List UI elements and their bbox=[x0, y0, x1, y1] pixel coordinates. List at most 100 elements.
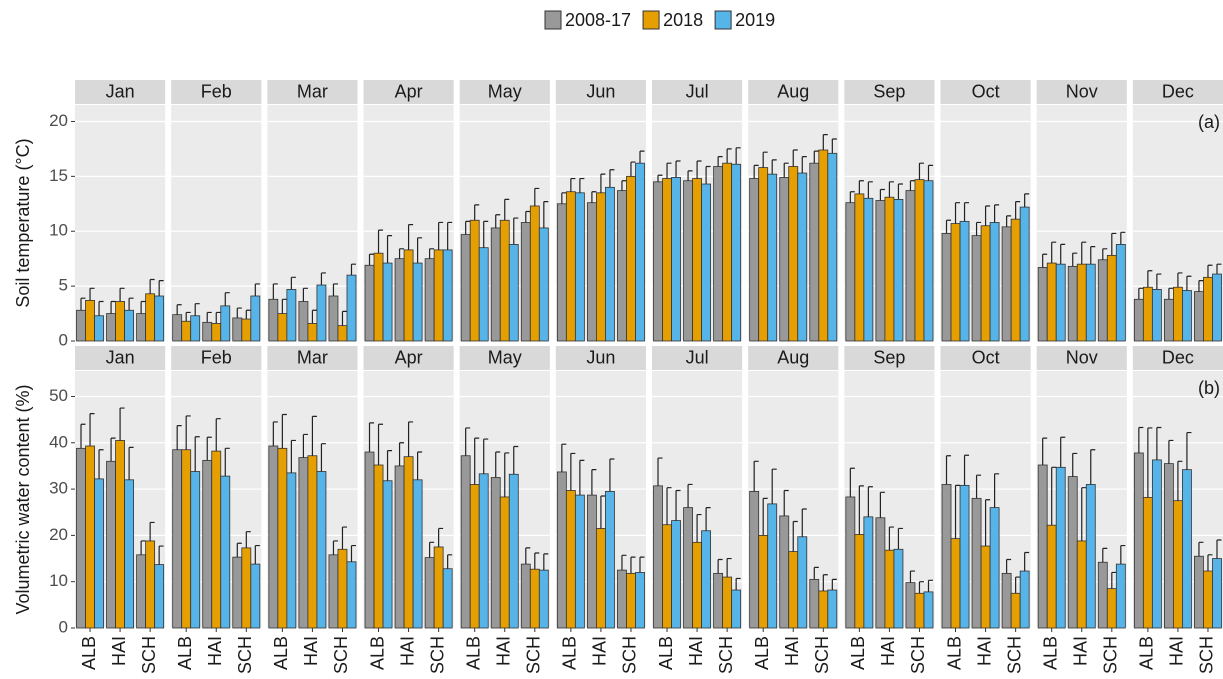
error-bar bbox=[666, 487, 672, 525]
bar bbox=[181, 320, 192, 342]
bar bbox=[797, 172, 808, 342]
y-tick-label: 20 bbox=[49, 111, 68, 130]
error-bar bbox=[1060, 436, 1066, 468]
bar bbox=[617, 190, 627, 342]
x-tick-label: HAI bbox=[782, 636, 802, 666]
facet-strip bbox=[1132, 80, 1223, 104]
bar bbox=[469, 219, 480, 342]
bar bbox=[538, 227, 549, 342]
y-tick-label: 50 bbox=[49, 386, 68, 405]
error-bar bbox=[236, 307, 242, 318]
bar bbox=[556, 203, 567, 342]
bar bbox=[635, 162, 645, 342]
error-bar bbox=[813, 150, 819, 164]
error-bar bbox=[185, 415, 191, 450]
bar bbox=[827, 589, 838, 629]
bar bbox=[635, 572, 645, 629]
bar bbox=[394, 258, 405, 342]
error-bar bbox=[822, 134, 828, 151]
bar bbox=[145, 293, 156, 342]
x-tick-label: ALB bbox=[79, 636, 99, 670]
error-bar bbox=[621, 180, 627, 191]
bar bbox=[232, 556, 243, 629]
error-bar bbox=[1051, 466, 1057, 526]
error-bar bbox=[1168, 439, 1174, 464]
facet-label: Aug bbox=[777, 81, 809, 101]
bar bbox=[959, 484, 970, 629]
bar bbox=[286, 472, 297, 629]
bar bbox=[788, 166, 799, 342]
bar bbox=[1067, 476, 1078, 629]
facet-label: Jun bbox=[586, 81, 615, 101]
x-tick-label: ALB bbox=[752, 636, 772, 670]
bar bbox=[241, 547, 252, 629]
bar bbox=[574, 494, 585, 629]
bar bbox=[250, 563, 261, 629]
facet-label: Jan bbox=[106, 81, 135, 101]
bar bbox=[617, 569, 627, 629]
error-bar bbox=[792, 520, 798, 552]
error-bar bbox=[320, 443, 326, 472]
error-bar bbox=[377, 423, 384, 466]
facet-strip bbox=[652, 80, 743, 104]
x-tick-label: ALB bbox=[848, 636, 868, 670]
error-bar bbox=[975, 221, 982, 236]
bar bbox=[394, 465, 405, 629]
bar bbox=[1151, 459, 1162, 629]
x-tick-label: HAI bbox=[1167, 636, 1187, 666]
error-bar bbox=[140, 300, 146, 314]
error-bar bbox=[600, 173, 606, 193]
error-bar bbox=[1207, 554, 1213, 572]
bar bbox=[190, 315, 201, 342]
x-tick-label: SCH bbox=[1197, 636, 1217, 674]
y-tick-label: 30 bbox=[49, 479, 68, 498]
y-tick-label: 10 bbox=[49, 571, 68, 590]
legend-label: 2018 bbox=[663, 10, 703, 30]
bar bbox=[565, 490, 576, 629]
error-bar bbox=[639, 556, 645, 573]
panel bbox=[171, 105, 262, 341]
bar bbox=[1010, 218, 1021, 342]
bar bbox=[190, 471, 201, 629]
facet-strip bbox=[75, 80, 166, 104]
bar bbox=[115, 440, 125, 629]
bar bbox=[556, 471, 567, 629]
error-bar bbox=[858, 180, 864, 194]
bar bbox=[442, 568, 453, 629]
error-bar bbox=[447, 221, 453, 250]
y-axis-label: Volumetric water content (%) bbox=[13, 384, 33, 614]
facet-strip bbox=[459, 346, 550, 370]
bar bbox=[211, 323, 222, 342]
bar bbox=[307, 323, 318, 342]
bar bbox=[364, 264, 375, 342]
bar bbox=[596, 528, 606, 629]
bar bbox=[989, 222, 1000, 342]
bar bbox=[809, 578, 820, 629]
error-bar bbox=[398, 248, 405, 259]
bar bbox=[364, 451, 375, 629]
x-tick-label: SCH bbox=[524, 636, 544, 674]
error-bar bbox=[927, 579, 933, 592]
bar bbox=[626, 572, 636, 629]
error-bar bbox=[735, 147, 741, 165]
x-tick-label: SCH bbox=[620, 636, 640, 674]
facet-label: Jan bbox=[106, 347, 135, 367]
error-bar bbox=[438, 527, 444, 547]
bar bbox=[469, 484, 480, 629]
bar bbox=[1067, 265, 1078, 342]
error-bar bbox=[80, 423, 86, 449]
bar bbox=[520, 563, 531, 629]
error-bar bbox=[543, 553, 549, 571]
facet-label: Oct bbox=[972, 347, 1000, 367]
bar bbox=[412, 262, 423, 342]
error-bar bbox=[1198, 280, 1204, 292]
error-bar bbox=[1024, 193, 1030, 208]
error-bar bbox=[954, 202, 961, 224]
bar bbox=[596, 192, 606, 342]
x-tick-label: HAI bbox=[878, 636, 898, 666]
facet-label: Oct bbox=[972, 81, 1000, 101]
facet-label: Apr bbox=[395, 81, 423, 101]
facet-label: Sep bbox=[873, 347, 905, 367]
error-bar bbox=[1090, 246, 1096, 265]
y-tick-label: 10 bbox=[49, 221, 68, 240]
